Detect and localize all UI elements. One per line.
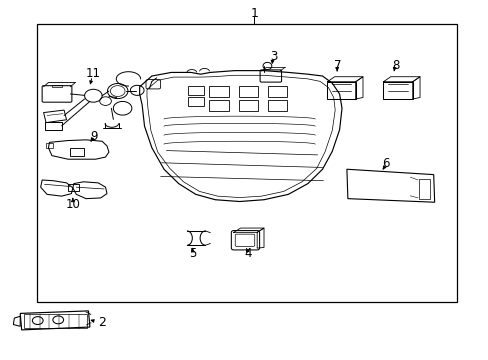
Bar	[267, 100, 287, 111]
Bar	[238, 86, 258, 97]
Text: 10: 10	[65, 198, 80, 211]
Bar	[52, 85, 61, 87]
Text: 2: 2	[98, 316, 106, 329]
Bar	[24, 314, 87, 328]
Bar	[238, 100, 258, 111]
Text: 8: 8	[391, 59, 399, 72]
Text: 6: 6	[382, 157, 389, 170]
Bar	[44, 122, 61, 130]
Bar	[267, 86, 287, 97]
Bar	[70, 148, 83, 156]
Text: 1: 1	[250, 7, 258, 20]
Text: 5: 5	[189, 247, 197, 260]
Text: 4: 4	[244, 247, 252, 260]
Text: 7: 7	[334, 59, 341, 72]
Bar	[188, 86, 203, 95]
Bar	[188, 97, 203, 106]
Bar	[209, 86, 228, 97]
Bar	[209, 100, 228, 111]
Text: 11: 11	[86, 67, 101, 80]
Bar	[45, 143, 53, 148]
Text: 3: 3	[269, 50, 277, 63]
Text: 9: 9	[90, 130, 98, 143]
Bar	[68, 184, 79, 191]
Bar	[37, 24, 456, 302]
